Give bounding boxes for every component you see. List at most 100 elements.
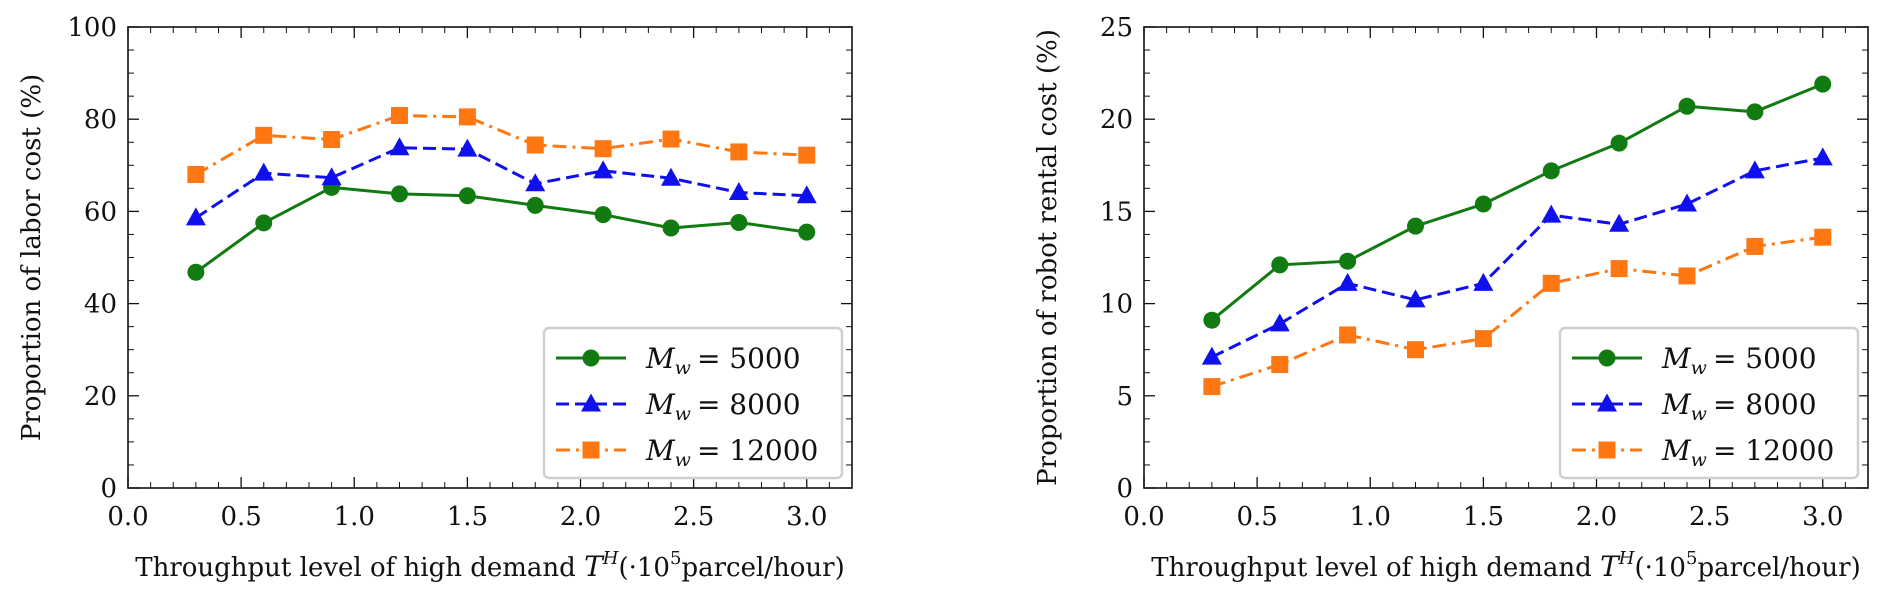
data-point	[1474, 195, 1492, 213]
data-point	[185, 207, 206, 226]
y-axis-label-text: Proportion of labor cost (%)	[17, 74, 47, 441]
y-tick-label: 80	[84, 105, 117, 135]
x-tick-label: 0.5	[220, 502, 261, 532]
data-point	[1203, 311, 1221, 329]
legend-entry: Mw = 8000	[556, 388, 801, 425]
legend-marker	[582, 349, 600, 367]
data-point	[458, 108, 476, 126]
data-point	[1542, 162, 1560, 180]
data-point	[594, 140, 612, 158]
legend-label-value: = 8000	[697, 388, 801, 421]
data-point	[526, 196, 544, 214]
data-point	[1812, 147, 1833, 166]
x-tick-label-text: 0.5	[1236, 502, 1277, 532]
x-tick-label-text: 2.5	[1689, 502, 1730, 532]
data-point	[662, 219, 680, 237]
y-tick-label: 0	[1116, 474, 1133, 504]
x-tick-label-text: 0.5	[220, 502, 261, 532]
legend-label-value: = 8000	[1713, 388, 1817, 421]
legend-label-var: M	[1661, 342, 1692, 375]
data-point	[1271, 355, 1289, 373]
legend-label: Mw = 8000	[645, 388, 801, 425]
x-tick-label: 1.0	[1350, 502, 1391, 532]
legend-label: Mw = 12000	[1661, 434, 1834, 471]
data-point	[1609, 213, 1630, 232]
series-line	[1211, 235, 1823, 389]
data-point	[798, 146, 816, 164]
x-axis-label-var: T	[584, 550, 605, 583]
y-tick-label-text: 25	[1100, 13, 1133, 43]
y-axis-label: Proportion of labor cost (%)	[17, 74, 47, 441]
data-point	[1474, 330, 1492, 348]
y-tick-label-text: 10	[1100, 290, 1133, 320]
legend-marker	[1598, 349, 1616, 367]
legend-label: Mw = 5000	[1661, 342, 1817, 379]
x-tick-label: 1.0	[334, 502, 375, 532]
y-tick-label: 25	[1100, 13, 1133, 43]
legend: Mw = 5000 Mw = 8000 Mw = 12000	[1558, 326, 1860, 480]
legend-entry: Mw = 12000	[1572, 434, 1834, 471]
legend-label-var: M	[1661, 434, 1692, 467]
legend-label-sub: w	[1691, 357, 1707, 379]
legend-label-value: = 5000	[1713, 342, 1817, 375]
x-axis-label-text: (·10	[1634, 553, 1686, 583]
legend-label-var: M	[1661, 388, 1692, 421]
data-point	[321, 167, 342, 186]
legend-label-sub: w	[1691, 403, 1707, 425]
x-axis-label-var: T	[1600, 550, 1621, 583]
data-point	[187, 263, 205, 281]
y-tick-label-text: 15	[1100, 197, 1133, 227]
x-axis-label-text: (·10	[618, 553, 670, 583]
x-axis-label-text: Throughput level of high demand	[135, 553, 584, 583]
legend: Mw = 5000 Mw = 8000 Mw = 12000	[542, 326, 844, 480]
legend-box	[1558, 326, 1860, 480]
legend-marker	[1597, 393, 1617, 412]
x-tick-label-text: 1.0	[334, 502, 375, 532]
y-tick-label-text: 60	[84, 197, 117, 227]
data-point	[1678, 97, 1696, 115]
data-point	[323, 130, 341, 148]
series-line	[1211, 156, 1824, 359]
x-tick-label-text: 0.0	[107, 502, 148, 532]
data-point	[796, 185, 817, 204]
data-point	[1203, 378, 1221, 396]
data-point	[1541, 204, 1562, 223]
legend-entry: Mw = 12000	[556, 434, 818, 471]
legend-marker	[581, 393, 601, 412]
x-tick-label: 0.5	[1236, 502, 1277, 532]
legend-marker	[582, 441, 600, 459]
series-3	[187, 107, 816, 184]
y-tick-label-text: 100	[67, 13, 117, 43]
x-tick-label-text: 2.5	[673, 502, 714, 532]
y-tick-label: 20	[84, 382, 117, 412]
data-point	[1473, 272, 1494, 291]
data-point	[1407, 341, 1424, 359]
data-point	[1407, 217, 1424, 235]
data-point	[1339, 252, 1357, 270]
x-tick-label: 2.5	[1689, 502, 1730, 532]
data-point	[1339, 326, 1357, 344]
y-axis-label: Proportion of robot rental cost (%)	[1033, 29, 1063, 486]
data-point	[253, 162, 274, 181]
x-axis-label-text: parcel/hour)	[681, 553, 844, 583]
data-point	[1746, 237, 1764, 255]
legend-box	[542, 326, 844, 480]
legend-label: Mw = 12000	[645, 434, 818, 471]
x-tick-label: 2.0	[1576, 502, 1617, 532]
y-tick-label-text: 20	[1100, 105, 1133, 135]
legend-label-var: M	[645, 434, 676, 467]
series-3	[1203, 228, 1832, 396]
data-point	[1744, 160, 1765, 179]
data-point	[1610, 260, 1628, 278]
legend-label-var: M	[645, 388, 676, 421]
x-axis-label-sup: 5	[1686, 548, 1697, 569]
data-point	[798, 223, 816, 241]
data-point	[458, 187, 476, 205]
data-point	[1610, 134, 1628, 152]
x-axis-label-sup: H	[602, 548, 619, 569]
data-point	[1337, 272, 1358, 291]
x-axis-label: Throughput level of high demand TH(·105p…	[1151, 548, 1861, 583]
y-tick-label: 0	[100, 474, 117, 504]
data-point	[389, 137, 410, 156]
chart-panel-1: 0.0 0.5 1.0 1.5 2.0 2.5 3.0 0 20 40 60 80 100 Proport…	[17, 13, 853, 583]
